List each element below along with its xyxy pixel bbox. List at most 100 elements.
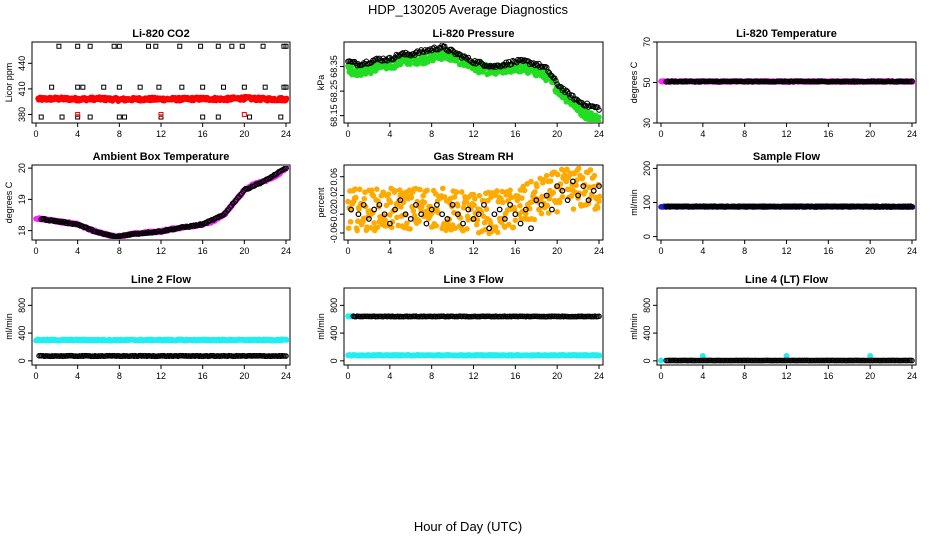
- y-tick-label: 800: [642, 298, 652, 313]
- x-tick-label: 4: [75, 129, 80, 139]
- y-tick-label: 0: [17, 358, 27, 363]
- x-tick-label: 8: [742, 129, 747, 139]
- data-point: [376, 201, 383, 208]
- data-point: [473, 221, 480, 228]
- data-point: [575, 192, 581, 199]
- y-axis-label: ml/min: [629, 189, 639, 216]
- data-point: [528, 60, 534, 66]
- data-point: [480, 213, 487, 219]
- x-tick-label: 0: [345, 371, 350, 381]
- panel-title: Li-820 Pressure: [433, 28, 515, 40]
- data-point: [501, 216, 508, 222]
- data-point: [283, 353, 289, 359]
- data-point: [386, 220, 393, 227]
- data-point: [407, 61, 413, 67]
- y-tick-label: 19: [17, 194, 27, 204]
- plot-area: [35, 43, 289, 120]
- data-point: [353, 194, 359, 201]
- x-tick-label: 16: [823, 246, 833, 256]
- data-point: [392, 188, 398, 194]
- data-point: [75, 84, 81, 90]
- y-tick-label: 400: [329, 326, 339, 341]
- y-tick-label: 0: [642, 234, 652, 239]
- data-point: [494, 188, 500, 194]
- y-tick-label: 0: [329, 358, 339, 363]
- data-point: [507, 201, 514, 208]
- data-point: [486, 225, 493, 232]
- data-point: [464, 226, 470, 232]
- panel-title: Gas Stream RH: [433, 151, 513, 163]
- data-point: [455, 202, 461, 209]
- data-point: [491, 62, 498, 69]
- data-point: [550, 189, 557, 196]
- data-point: [87, 114, 93, 120]
- plot-area: [33, 336, 289, 360]
- data-point: [229, 43, 235, 49]
- data-point: [569, 178, 576, 185]
- data-point: [122, 114, 128, 120]
- y-tick-label: -0.02: [329, 204, 339, 225]
- data-point: [472, 195, 478, 202]
- data-point: [370, 193, 377, 199]
- y-tick-label: 68.25: [329, 80, 339, 103]
- series-co2-outliers-high: [56, 43, 289, 49]
- y-tick-label: 400: [17, 326, 27, 341]
- y-axis-label: ml/min: [629, 313, 639, 340]
- data-point: [658, 357, 664, 364]
- panel-title: Li-820 CO2: [132, 28, 189, 40]
- data-point: [531, 216, 538, 223]
- data-point: [596, 107, 602, 113]
- panel-title: Sample Flow: [753, 151, 821, 163]
- data-point: [564, 197, 571, 204]
- data-point: [579, 175, 586, 181]
- data-point: [423, 220, 430, 227]
- data-point: [87, 43, 93, 49]
- data-point: [471, 202, 477, 208]
- data-point: [283, 337, 289, 343]
- data-point: [439, 185, 446, 192]
- x-tick-label: 12: [468, 371, 478, 381]
- data-point: [441, 43, 448, 50]
- data-point: [381, 211, 388, 218]
- data-point: [241, 111, 247, 117]
- data-point: [591, 172, 598, 179]
- data-point: [485, 197, 491, 204]
- y-tick-label: 20: [17, 163, 27, 173]
- data-point: [537, 64, 543, 71]
- data-point: [594, 104, 601, 111]
- data-point: [500, 199, 506, 206]
- x-tick-label: 24: [907, 129, 917, 139]
- x-tick-label: 4: [75, 246, 80, 256]
- y-tick-label: 380: [17, 107, 27, 122]
- data-point: [596, 183, 602, 189]
- data-point: [512, 217, 519, 224]
- y-tick-label: 70: [642, 37, 652, 47]
- x-tick-label: 16: [510, 129, 520, 139]
- data-point: [407, 226, 413, 232]
- x-tick-label: 20: [239, 246, 249, 256]
- y-tick-label: 68.15: [329, 104, 339, 127]
- data-point: [465, 54, 472, 61]
- data-point: [417, 186, 423, 193]
- y-tick-label: 800: [329, 298, 339, 313]
- plot-area: [33, 166, 289, 239]
- data-point: [348, 206, 355, 213]
- data-point: [158, 111, 164, 117]
- panel-title: Line 4 (LT) Flow: [745, 274, 828, 286]
- data-point: [382, 217, 389, 224]
- data-point: [153, 43, 159, 49]
- series-rh-black: [348, 178, 602, 232]
- data-point: [418, 211, 425, 218]
- x-tick-label: 4: [700, 371, 705, 381]
- plot-area: [658, 203, 915, 210]
- data-point: [582, 188, 589, 195]
- data-point: [519, 57, 525, 63]
- data-point: [398, 204, 404, 210]
- data-point: [517, 220, 524, 227]
- data-point: [283, 43, 289, 49]
- data-point: [383, 202, 390, 209]
- data-point: [522, 206, 529, 213]
